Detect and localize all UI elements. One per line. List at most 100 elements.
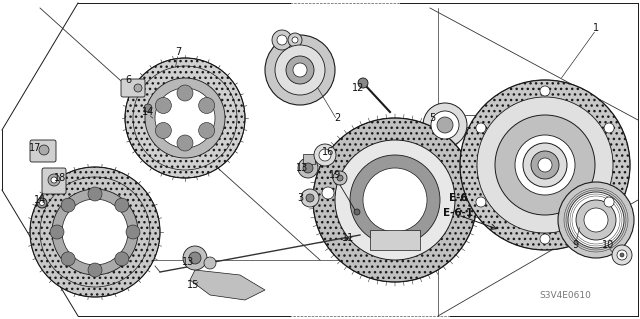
Circle shape <box>423 103 467 147</box>
Text: 10: 10 <box>602 240 614 250</box>
Circle shape <box>604 123 614 133</box>
Circle shape <box>576 200 616 240</box>
Circle shape <box>460 80 630 250</box>
Circle shape <box>476 197 486 207</box>
Circle shape <box>531 151 559 179</box>
Circle shape <box>322 187 334 199</box>
Text: 17: 17 <box>29 143 41 153</box>
Circle shape <box>317 182 339 204</box>
Circle shape <box>319 149 331 161</box>
Circle shape <box>51 177 57 183</box>
Circle shape <box>354 209 360 215</box>
Polygon shape <box>190 270 265 300</box>
Circle shape <box>298 158 318 178</box>
Circle shape <box>155 88 215 148</box>
Circle shape <box>88 263 102 277</box>
Circle shape <box>495 115 595 215</box>
Circle shape <box>177 135 193 151</box>
Circle shape <box>431 111 459 139</box>
Circle shape <box>61 252 75 266</box>
Circle shape <box>314 144 336 166</box>
Circle shape <box>39 145 49 155</box>
Circle shape <box>350 155 440 245</box>
FancyBboxPatch shape <box>42 168 66 194</box>
Circle shape <box>50 225 64 239</box>
Circle shape <box>604 197 614 207</box>
Text: 6: 6 <box>125 75 131 85</box>
Circle shape <box>558 182 634 258</box>
Circle shape <box>568 192 624 248</box>
Circle shape <box>617 250 627 260</box>
Circle shape <box>303 163 313 173</box>
Circle shape <box>189 252 201 264</box>
Circle shape <box>144 104 152 112</box>
Circle shape <box>52 189 138 275</box>
FancyBboxPatch shape <box>303 154 315 164</box>
Circle shape <box>437 117 453 133</box>
Circle shape <box>476 123 486 133</box>
Text: 15: 15 <box>187 280 199 290</box>
Circle shape <box>30 167 160 297</box>
Text: 11: 11 <box>342 233 354 243</box>
Circle shape <box>515 135 575 195</box>
Text: 16: 16 <box>322 147 334 157</box>
Circle shape <box>145 78 225 158</box>
Circle shape <box>275 45 325 95</box>
Circle shape <box>533 153 557 177</box>
Text: 13: 13 <box>182 257 194 267</box>
Circle shape <box>293 63 307 77</box>
Text: 19: 19 <box>329 170 341 180</box>
Circle shape <box>88 187 102 201</box>
FancyBboxPatch shape <box>121 79 145 97</box>
Circle shape <box>306 194 314 202</box>
Text: 12: 12 <box>352 83 364 93</box>
Circle shape <box>612 245 632 265</box>
Circle shape <box>156 98 172 114</box>
Text: S3V4E0610: S3V4E0610 <box>539 291 591 300</box>
Circle shape <box>156 122 172 138</box>
Text: 14: 14 <box>34 195 46 205</box>
Circle shape <box>333 171 347 185</box>
Circle shape <box>198 122 214 138</box>
Circle shape <box>198 98 214 114</box>
Circle shape <box>115 198 129 212</box>
Circle shape <box>286 56 314 84</box>
Circle shape <box>115 252 129 266</box>
Text: E-6: E-6 <box>449 193 467 203</box>
Text: 14: 14 <box>142 107 154 117</box>
Circle shape <box>523 143 567 187</box>
Circle shape <box>540 234 550 244</box>
Circle shape <box>337 175 343 181</box>
Text: 3: 3 <box>297 193 303 203</box>
Circle shape <box>48 174 60 186</box>
Text: 1: 1 <box>593 23 599 33</box>
Circle shape <box>62 199 128 265</box>
Circle shape <box>288 33 302 47</box>
Circle shape <box>277 35 287 45</box>
Circle shape <box>358 78 368 88</box>
Circle shape <box>177 85 193 101</box>
Circle shape <box>363 168 427 232</box>
Circle shape <box>40 201 45 205</box>
Circle shape <box>134 84 142 92</box>
Circle shape <box>584 208 608 232</box>
Circle shape <box>183 246 207 270</box>
Circle shape <box>477 97 613 233</box>
Circle shape <box>37 198 47 208</box>
Circle shape <box>204 257 216 269</box>
Circle shape <box>61 198 75 212</box>
Circle shape <box>313 118 477 282</box>
Text: 18: 18 <box>54 173 66 183</box>
Text: 2: 2 <box>334 113 340 123</box>
Circle shape <box>125 58 245 178</box>
Circle shape <box>540 86 550 96</box>
Circle shape <box>265 35 335 105</box>
Circle shape <box>301 189 319 207</box>
Circle shape <box>292 37 298 43</box>
Text: 5: 5 <box>429 113 435 123</box>
Circle shape <box>538 158 552 172</box>
Text: E-6-1: E-6-1 <box>443 208 473 218</box>
FancyBboxPatch shape <box>30 140 56 162</box>
Circle shape <box>272 30 292 50</box>
Circle shape <box>126 225 140 239</box>
